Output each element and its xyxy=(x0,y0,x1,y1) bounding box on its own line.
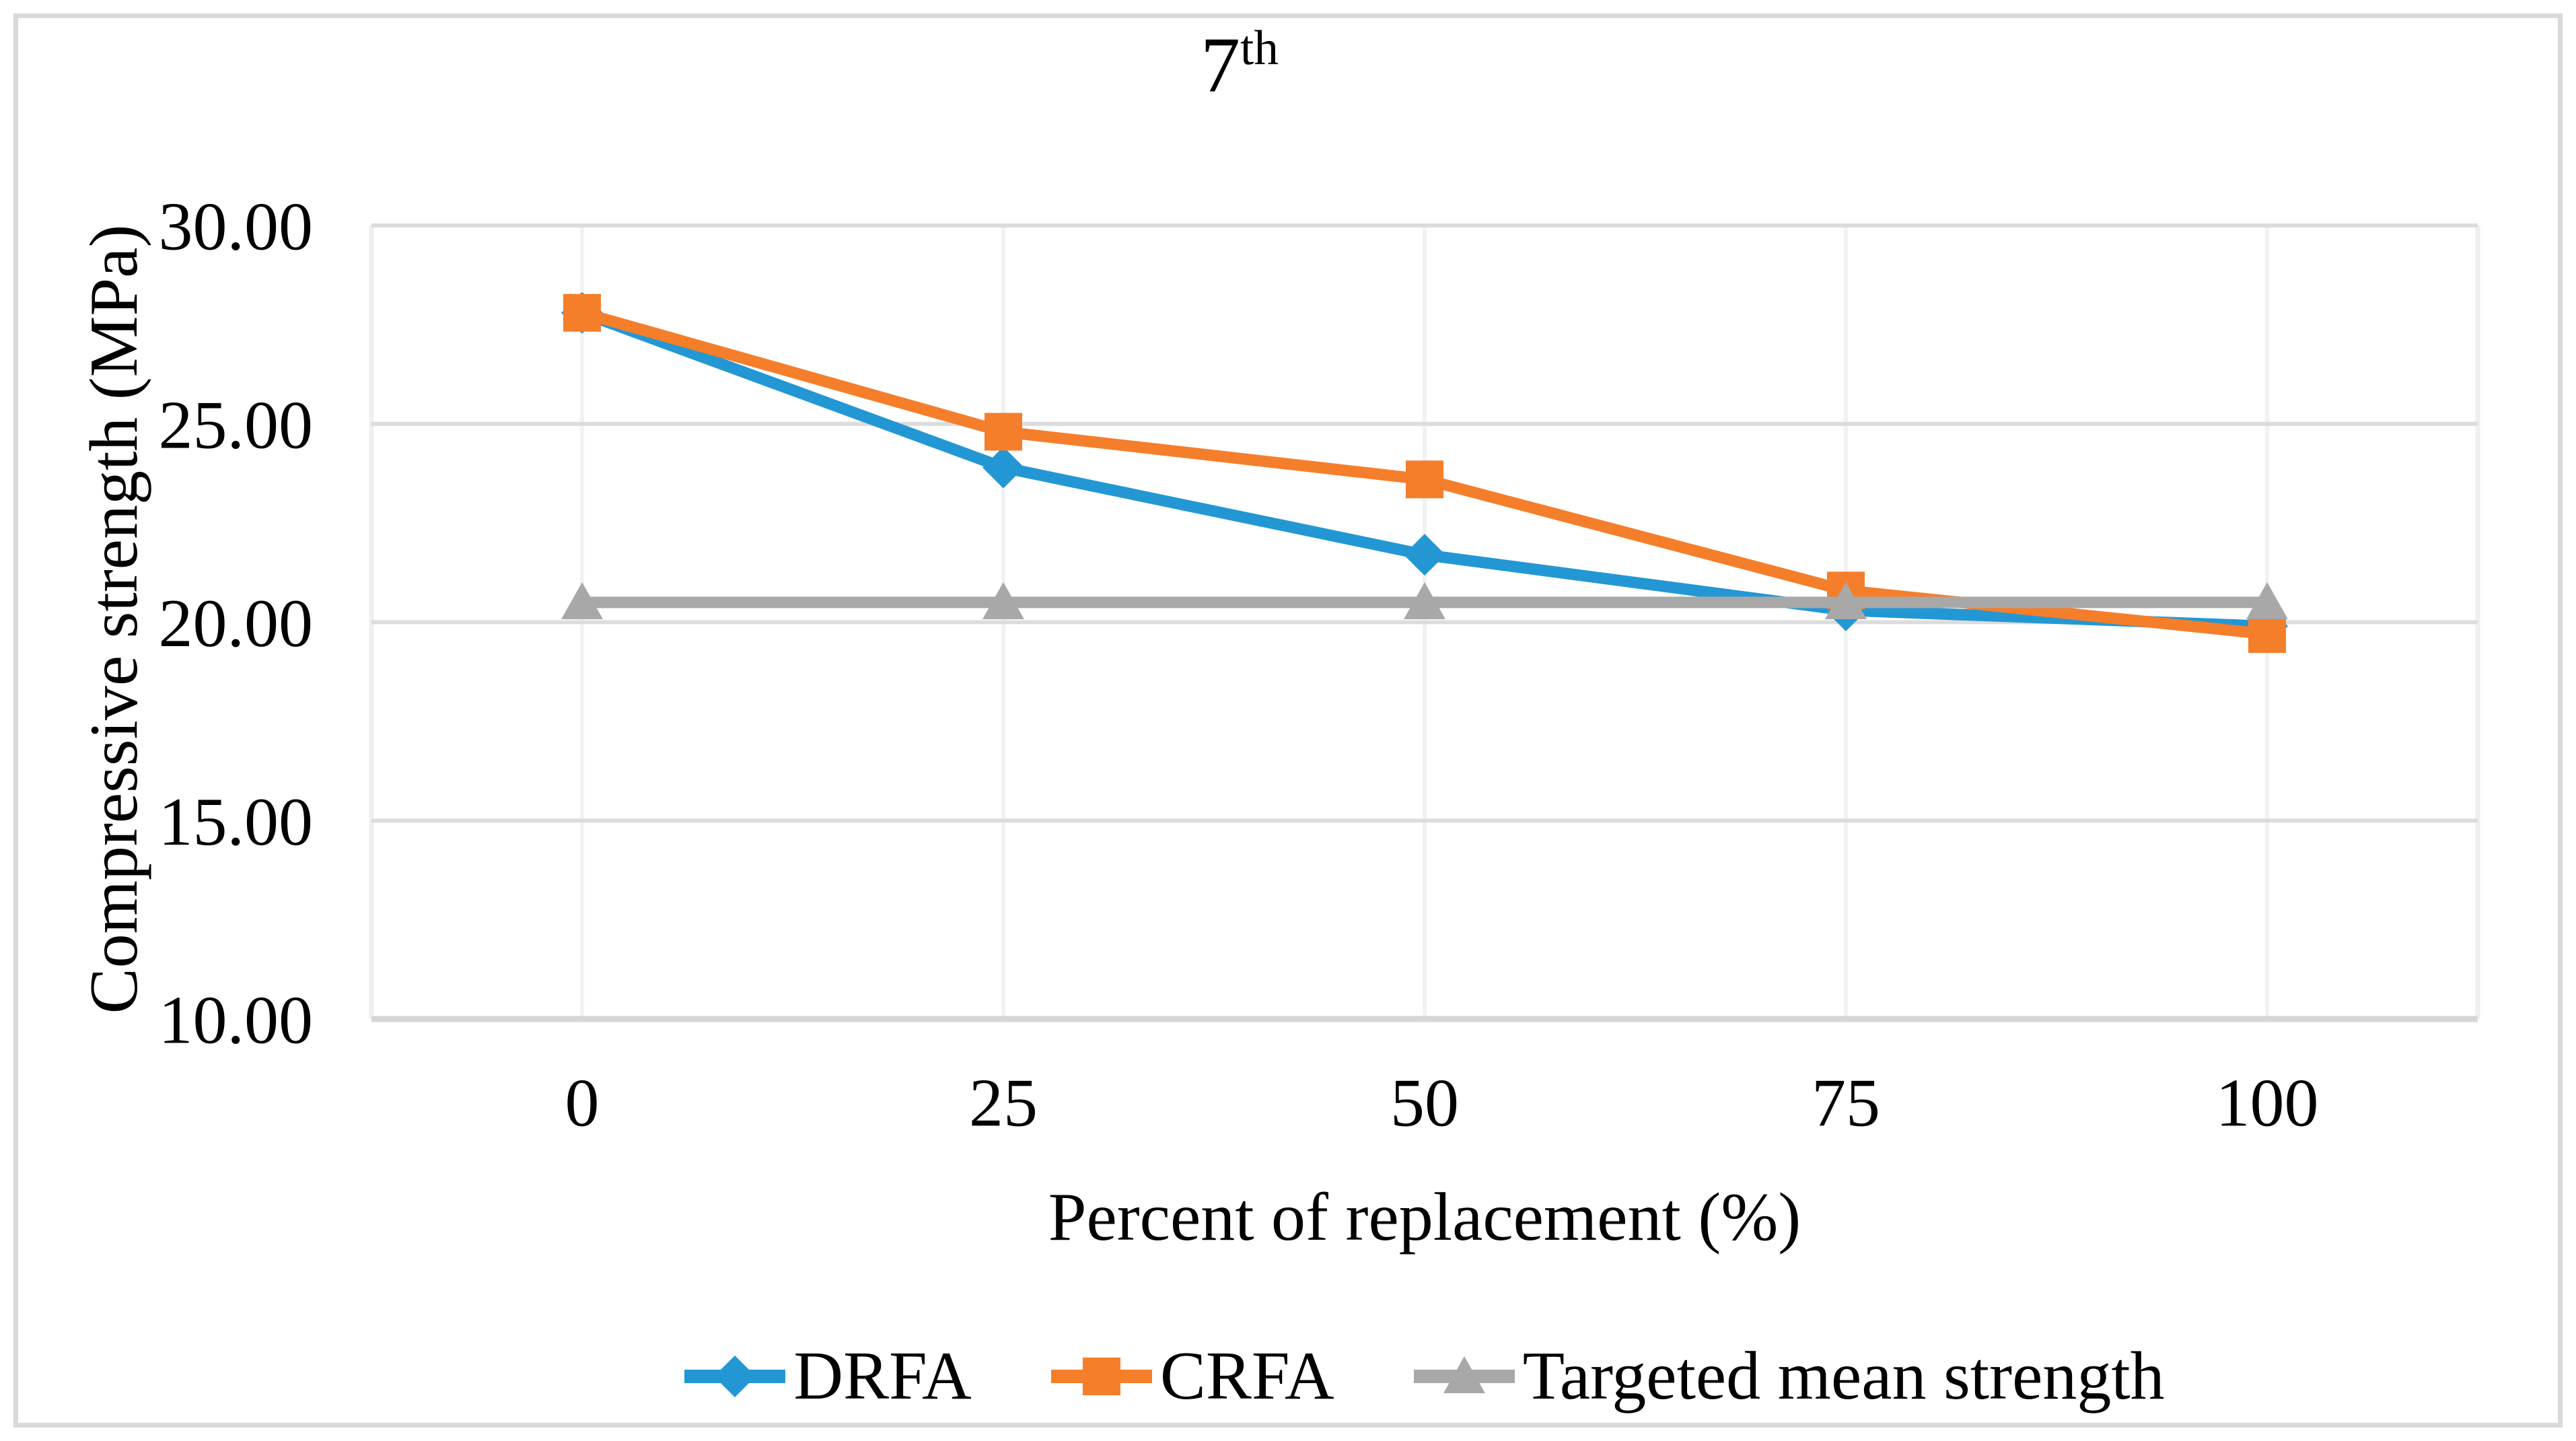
drfa-legend-marker-icon xyxy=(684,1356,786,1397)
x-axis-title: Percent of replacement (%) xyxy=(1048,1179,1801,1255)
x-tick-label: 75 xyxy=(1812,1065,1880,1141)
y-tick-label: 15.00 xyxy=(159,784,314,860)
y-tick-label: 25.00 xyxy=(159,387,314,463)
x-tick-label: 100 xyxy=(2216,1065,2319,1141)
drfa-marker-diamond xyxy=(982,446,1024,489)
y-axis-title: Compressive strength (MPa) xyxy=(75,224,152,1014)
chart-title-base: 7 xyxy=(1201,21,1241,109)
legend-label-drfa: DRFA xyxy=(793,1338,972,1414)
x-tick-label: 50 xyxy=(1390,1065,1459,1141)
targeted-mean-strength-marker-triangle xyxy=(1825,582,1867,620)
legend-label-targeted-mean-strength: Targeted mean strength xyxy=(1522,1338,2165,1414)
legend-item-targeted-mean-strength: Targeted mean strength xyxy=(1413,1338,2165,1414)
targeted-mean-strength-marker-triangle xyxy=(1404,582,1445,620)
targeted-mean-strength-marker-triangle xyxy=(982,582,1024,620)
y-tick-label: 10.00 xyxy=(159,983,314,1059)
targeted-mean-strength-marker-triangle xyxy=(2246,582,2288,620)
crfa-marker-square xyxy=(985,413,1022,451)
x-tick-label: 0 xyxy=(565,1065,600,1141)
crfa-marker-square xyxy=(2248,615,2286,654)
drfa-marker-diamond xyxy=(1404,534,1445,576)
chart-title-superscript: th xyxy=(1240,20,1279,75)
y-tick-label: 30.00 xyxy=(159,189,314,265)
legend-item-drfa: DRFA xyxy=(684,1342,972,1411)
legend-label-crfa: CRFA xyxy=(1159,1338,1334,1414)
crfa-legend-marker-icon xyxy=(1050,1358,1152,1395)
crfa-marker-square xyxy=(1406,460,1443,499)
targeted-mean-strength-marker-triangle xyxy=(561,582,603,620)
targeted-mean-strength-legend-marker-icon xyxy=(1413,1356,1515,1393)
chart-title: 7th xyxy=(1201,17,1279,113)
crfa-marker-square xyxy=(563,293,601,332)
x-tick-label: 25 xyxy=(969,1065,1038,1141)
legend-item-crfa: CRFA xyxy=(1050,1338,1334,1414)
y-tick-label: 20.00 xyxy=(159,586,314,662)
legend: DRFA CRFA Targeted mean strength xyxy=(371,1339,2478,1413)
series-targeted-mean-strength xyxy=(561,582,2288,620)
